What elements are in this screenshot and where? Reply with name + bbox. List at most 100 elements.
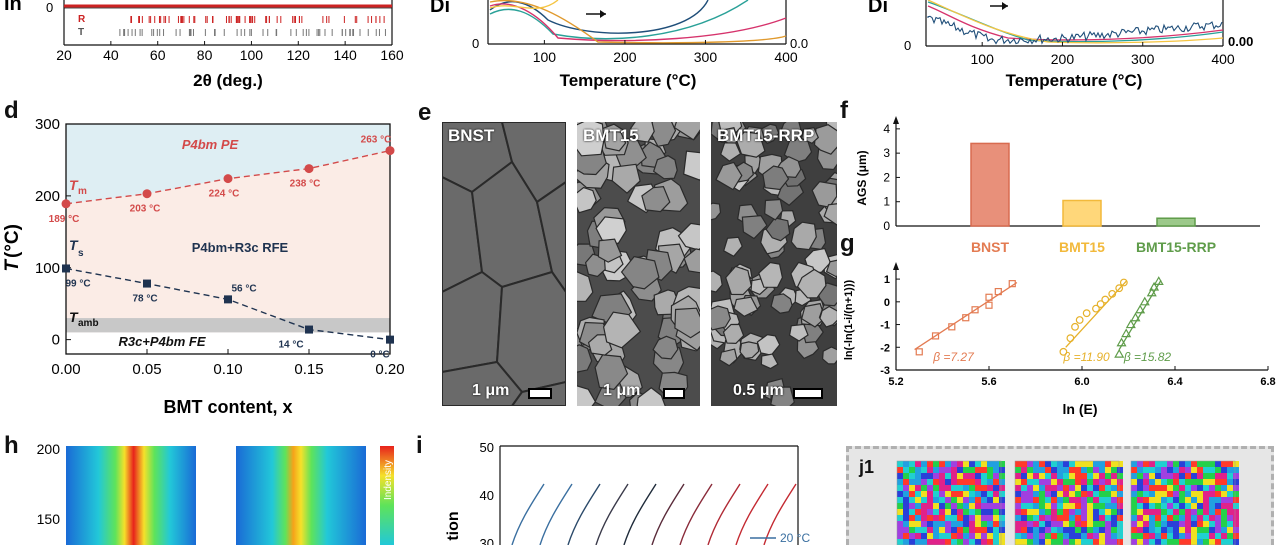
weibull-point: [1153, 276, 1164, 285]
top-mid-y-tick-right: 0.0: [790, 36, 808, 51]
top-right-y-tick-left: 0: [904, 38, 911, 53]
ts-point: [305, 325, 313, 334]
g-series: [914, 276, 1164, 358]
d-x-tick: 0.05: [132, 361, 161, 378]
fe-region: [66, 332, 390, 354]
j1-tile: [896, 460, 1002, 545]
ts-point: [386, 335, 394, 344]
ags-bar-chart: 0 1 2 3 4 BNST BMT15 BMT15-RRP AGS (μm): [855, 116, 1260, 255]
top-mid-y-label: Di: [430, 0, 450, 17]
ts-point: [143, 279, 151, 288]
f-y-tick: 3: [883, 146, 890, 160]
ags-bar: [1062, 199, 1102, 227]
h-heatmaps: Indensity 200 150: [37, 441, 394, 545]
panel-top-right: Di 0 0.00 100 200 300 400 Temperature (°C): [848, 0, 1280, 100]
weibull-point: [1071, 322, 1079, 331]
weibull-point: [1149, 281, 1160, 291]
g-y-ticks: -3 -2 -1 0 1: [880, 274, 900, 377]
svg-text:Indensity: Indensity: [383, 460, 394, 500]
panel-d: 0 100 200 300 0.00 0.05 0.10 0.15 0.20 189 °C 20…: [0, 110, 420, 430]
colorbar: [380, 446, 394, 545]
i-y-tick-40: 40: [480, 488, 494, 503]
weibull-point: [1101, 295, 1110, 304]
ts-subscript: s: [78, 248, 84, 259]
weibull-point: [1066, 334, 1075, 343]
top-right-y-label: Di: [868, 0, 888, 17]
j1-tile: [1014, 460, 1120, 545]
d-y-tick: 0: [52, 332, 60, 349]
weibull-point: [985, 293, 993, 301]
f-y-tick: 4: [883, 122, 890, 136]
ts-point: [62, 264, 70, 273]
colorbar-label: Indensity: [383, 460, 394, 500]
tm-point: [223, 174, 233, 184]
top-left-x-tick: 80: [197, 47, 213, 63]
tm-point: [385, 146, 395, 156]
temperature-x-tick: 400: [1211, 51, 1235, 67]
scale-bar-bmt15-rrp: [793, 388, 823, 399]
temperature-x-tick: 100: [971, 51, 995, 67]
i-curve: [539, 483, 573, 545]
h-y-tick-150: 150: [37, 511, 61, 527]
ts-label: T: [69, 237, 79, 253]
top-right-x-ticks: 100 200 300 400: [971, 42, 1235, 67]
weibull-point: [962, 314, 970, 322]
i-curves-chart: 50 40 30 tion 20 °C: [445, 440, 810, 545]
d-y-tick: 200: [35, 188, 60, 205]
tm-points: 189 °C 203 °C 224 °C 238 °C 263 °C: [49, 135, 395, 225]
beta-label: β =15.82: [1123, 350, 1172, 364]
i-curve: [595, 483, 629, 545]
weibull-point: [971, 306, 979, 314]
f-y-tick: 1: [883, 195, 890, 209]
svg-text:ln(-ln(1-i/(n+1))): ln(-ln(1-i/(n+1))): [843, 279, 855, 360]
weibull-point: [1146, 287, 1157, 297]
ts-point-label: 0 °C: [370, 350, 390, 361]
temperature-x-tick: 300: [1131, 51, 1155, 67]
rfe-region-label: P4bm+R3c RFE: [192, 240, 289, 255]
d-x-tick: 0.00: [51, 361, 80, 378]
tm-label: T: [69, 177, 79, 193]
top-left-x-tick: 20: [56, 47, 72, 63]
panel-letter-e: e: [418, 99, 432, 126]
beta-label: β =11.90: [1062, 350, 1110, 364]
heatmap-1: [66, 446, 196, 545]
top-left-x-ticks: 20 40 60 80 100 120 140 160: [56, 41, 404, 63]
panel-top-left: In 0 R T 20 40 60 80 100 120 140 160 2θ (deg.): [0, 0, 420, 100]
temperature-x-tick: 300: [694, 49, 718, 65]
i-curve: [511, 483, 545, 545]
d-x-tick: 0.15: [294, 361, 323, 378]
weibull-point: [1008, 280, 1016, 288]
d-y-tick: 300: [35, 116, 60, 133]
weibull-fit-line: [914, 281, 1018, 351]
panel-i: 50 40 30 tion 20 °C: [420, 440, 840, 545]
j1-tile: [1130, 460, 1236, 545]
i-curve: [651, 483, 685, 545]
fe-region-label: R3c+P4bm FE: [118, 334, 205, 349]
panel-letter-f: f: [840, 97, 848, 124]
heatmap-2: [236, 446, 366, 545]
weibull-point: [931, 332, 940, 340]
ags-bar: [1156, 217, 1196, 227]
top-right-x-label: Temperature (°C): [1006, 71, 1143, 90]
weibull-chart: -3 -2 -1 0 1 5.2 5.6 6.0 6.4 6.8 β =7.27 β =11.90…: [843, 262, 1276, 417]
top-left-x-tick: 140: [333, 47, 357, 63]
weibull-point: [915, 348, 923, 356]
tm-point: [61, 199, 71, 209]
i-y-tick-50: 50: [480, 440, 494, 455]
i-curve: [623, 483, 657, 545]
sem-image-bmt15-rrp: BMT15-RRP 0.5 μm: [711, 122, 837, 406]
panel-g: -3 -2 -1 0 1 5.2 5.6 6.0 6.4 6.8 β =7.27 β =11.90…: [840, 258, 1280, 423]
d-x-axis-label: BMT content, x: [164, 397, 293, 417]
weibull-fit-line: [1065, 280, 1127, 348]
ts-point-label: 56 °C: [231, 283, 256, 294]
sem-label-bnst: BNST: [448, 126, 495, 145]
sem-label-bmt15-rrp: BMT15-RRP: [717, 126, 815, 145]
sem-image-bnst: BNST 1 μm: [442, 122, 566, 406]
row-label-t: T: [78, 27, 84, 38]
sem-bnst-texture: [442, 122, 566, 406]
sem-bmt15-rrp-texture: [711, 122, 837, 406]
beta-label: β =7.27: [932, 350, 975, 364]
g-x-ticks: 5.2 5.6 6.0 6.4 6.8: [888, 366, 1276, 388]
i-curve: [735, 483, 769, 545]
ts-point-label: 14 °C: [278, 340, 303, 351]
